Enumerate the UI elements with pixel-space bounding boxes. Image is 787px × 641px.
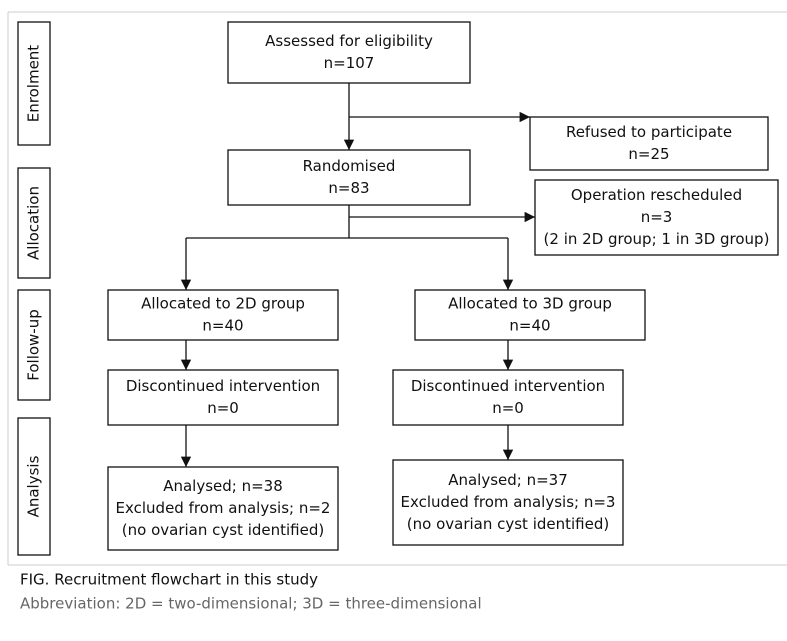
node-text: (no ovarian cyst identified) [122, 521, 324, 539]
stage-box [17, 417, 51, 556]
node-box [392, 459, 624, 546]
node-text: n=0 [492, 399, 524, 417]
node-text: n=3 [641, 208, 673, 226]
node-text: Excluded from analysis; n=2 [116, 499, 331, 517]
node-text: n=0 [207, 399, 239, 417]
stage-label: Analysis [25, 455, 43, 517]
node-text: Assessed for eligibility [265, 32, 433, 50]
node-box [529, 116, 769, 171]
stage-box [17, 289, 51, 401]
caption-note: Abbreviation: 2D = two-dimensional; 3D =… [20, 595, 482, 613]
node-text: Operation rescheduled [571, 186, 742, 204]
node-box [227, 21, 471, 84]
node-box [107, 466, 339, 551]
node-text: Randomised [303, 157, 396, 175]
node-text: Allocated to 3D group [448, 295, 612, 313]
node-text: n=25 [628, 145, 669, 163]
node-text: (no ovarian cyst identified) [407, 515, 609, 533]
node-text: n=40 [202, 317, 243, 335]
node-box [392, 369, 624, 426]
node-text: Refused to participate [566, 123, 732, 141]
node-text: n=107 [324, 54, 375, 72]
connectors [180, 83, 535, 467]
node-text: n=83 [328, 179, 369, 197]
stage-label: Allocation [25, 186, 43, 260]
stage-label: Follow-up [25, 309, 43, 381]
node-text: Analysed; n=38 [163, 477, 283, 495]
frame [7, 11, 787, 566]
node-box [534, 179, 779, 256]
node-box [107, 369, 339, 426]
node-text: Discontinued intervention [126, 377, 320, 395]
stage-box [17, 21, 51, 146]
caption-title: FIG. Recruitment flowchart in this study [20, 571, 318, 589]
node-box [414, 289, 646, 341]
node-text: Excluded from analysis; n=3 [401, 493, 616, 511]
node-box [227, 149, 471, 206]
node-text: n=40 [509, 317, 550, 335]
stage-box [17, 167, 51, 279]
node-text: Analysed; n=37 [448, 471, 568, 489]
node-text: (2 in 2D group; 1 in 3D group) [544, 230, 770, 248]
node-text: Allocated to 2D group [141, 295, 305, 313]
stage-label: Enrolment [25, 45, 43, 123]
node-box [107, 289, 339, 341]
node-text: Discontinued intervention [411, 377, 605, 395]
